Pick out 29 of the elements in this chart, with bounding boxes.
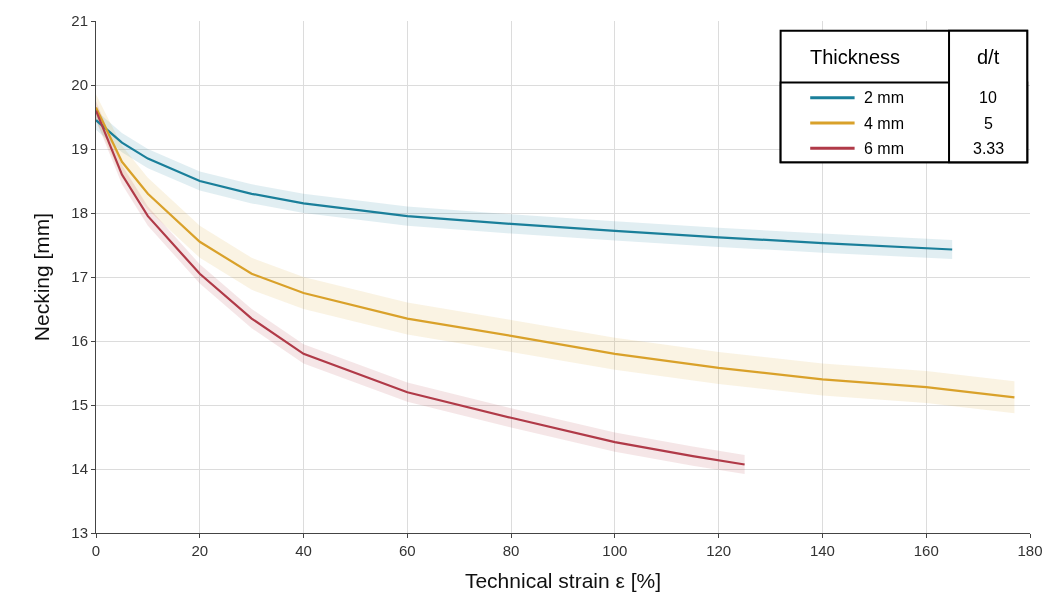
x-tick-label: 180 <box>1017 542 1043 559</box>
legend-label: 2 mm <box>864 89 904 106</box>
y-tick-label: 21 <box>71 12 88 30</box>
annotation: 5 <box>984 115 993 132</box>
annotation: d/t <box>977 46 1000 68</box>
x-tick-label: 140 <box>809 542 835 559</box>
x-tick-label: 60 <box>398 542 416 559</box>
y-tick-label: 19 <box>71 140 88 158</box>
x-tick-label: 120 <box>706 542 732 559</box>
y-tick-label: 14 <box>71 460 88 478</box>
y-axis-title: Necking [mm] <box>30 212 54 342</box>
annotation: 3.33 <box>973 140 1005 157</box>
x-tick-label: 0 <box>91 542 101 559</box>
y-tick-label: 18 <box>71 204 88 222</box>
x-tick-label: 20 <box>191 542 209 559</box>
legend-label: 4 mm <box>864 115 904 132</box>
x-tick-label: 80 <box>502 542 520 559</box>
x-tick-label: 160 <box>913 542 939 559</box>
y-tick-label: 13 <box>71 524 88 542</box>
x-tick-label: 40 <box>295 542 312 559</box>
y-tick-label: 15 <box>71 396 88 414</box>
annotation: 10 <box>979 89 997 106</box>
legend-title: Thickness <box>810 46 901 68</box>
y-tick-label: 17 <box>71 268 88 286</box>
x-tick-label: 100 <box>602 542 628 559</box>
x-axis-title: Technical strain ε [%] <box>464 569 662 593</box>
y-tick-label: 16 <box>71 332 88 350</box>
y-tick-label: 20 <box>71 76 88 94</box>
legend-label: 6 mm <box>864 140 904 157</box>
